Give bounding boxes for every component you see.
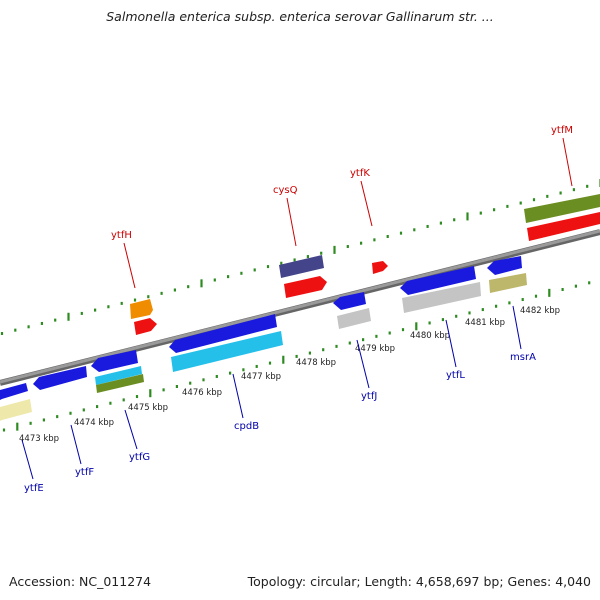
gene-feature-grey: [402, 282, 481, 313]
gene-label-cysQ[interactable]: cysQ: [273, 185, 298, 196]
gene-feature-ytfK[interactable]: [372, 261, 388, 274]
ruler-labels: 4473 kbp 4474 kbp 4475 kbp 4476 kbp 4477 kbp…: [19, 306, 560, 444]
gene-leader-line: [123, 242, 136, 289]
gene-leader-line: [286, 197, 297, 247]
gene-feature-msrA[interactable]: [487, 256, 522, 275]
gene-label-ytfG[interactable]: ytfG: [129, 452, 150, 463]
gene-label-ytfH[interactable]: ytfH: [111, 230, 132, 241]
gene-leader-line: [360, 180, 373, 227]
gene-feature-ytfJ[interactable]: [333, 292, 366, 310]
ruler-label: 4482 kbp: [520, 306, 560, 316]
gene-feature-ytfH-orange: [130, 299, 153, 319]
gene-feature-ytfL[interactable]: [400, 266, 476, 295]
gene-labels: ytfH cysQ ytfK ytfM ytfE ytfF ytfG cpdB ytfJ ytfL…: [21, 125, 573, 494]
gene-leader-line: [70, 424, 82, 465]
gene-feature-ytfM-olive: [524, 194, 600, 223]
gene-leader-line: [21, 439, 34, 480]
gene-label-ytfM[interactable]: ytfM: [551, 125, 573, 136]
accession-label: Accession: NC_011274: [9, 574, 152, 589]
gene-feature-khaki: [489, 273, 527, 293]
gene-leader-line: [562, 137, 573, 187]
gene-feature-cysQ-navy: [279, 255, 324, 278]
genome-summary: Topology: circular; Length: 4,658,697 bp…: [247, 574, 591, 589]
gene-label-ytfK[interactable]: ytfK: [350, 168, 370, 179]
gene-feature-paleyellow: [0, 399, 32, 421]
ruler-label: 4481 kbp: [465, 318, 505, 328]
gene-label-msrA[interactable]: msrA: [510, 352, 536, 363]
gene-label-ytfJ[interactable]: ytfJ: [361, 391, 377, 402]
gene-feature-ytfF[interactable]: [33, 366, 87, 390]
gene-feature-cysQ[interactable]: [284, 276, 327, 298]
lower-tick-ruler: [2, 281, 591, 432]
ruler-label: 4473 kbp: [19, 434, 59, 444]
ruler-label: 4480 kbp: [410, 331, 450, 341]
gene-label-ytfF[interactable]: ytfF: [75, 467, 94, 478]
ruler-label: 4479 kbp: [355, 344, 395, 354]
gene-label-ytfL[interactable]: ytfL: [446, 370, 465, 381]
gene-features: [0, 194, 600, 421]
gene-feature-olive-small: [96, 374, 144, 393]
ruler-label: 4476 kbp: [182, 388, 222, 398]
ruler-label: 4474 kbp: [74, 418, 114, 428]
gene-leader-line: [445, 319, 457, 368]
ruler-label: 4477 kbp: [241, 372, 281, 382]
gene-feature-cyan: [171, 331, 283, 372]
gene-leader-line: [512, 305, 522, 350]
map-title: Salmonella enterica subsp. enterica sero…: [106, 9, 494, 24]
ruler-label: 4475 kbp: [128, 403, 168, 413]
gene-feature-cyan-small: [95, 366, 142, 385]
gene-leader-line: [124, 409, 138, 450]
gene-feature-ytfH[interactable]: [134, 318, 157, 335]
upper-tick-ruler: [0, 178, 600, 335]
ruler-label: 4478 kbp: [296, 358, 336, 368]
gene-label-cpdB[interactable]: cpdB: [234, 421, 259, 432]
gene-feature-cpdB[interactable]: [169, 314, 277, 353]
gene-feature-ytfG[interactable]: [91, 350, 138, 372]
gene-feature-ytfE-upper[interactable]: [0, 383, 28, 400]
gene-label-ytfE[interactable]: ytfE: [24, 483, 44, 494]
gene-feature-ytfM[interactable]: [527, 212, 600, 241]
gene-leader-line: [232, 373, 244, 419]
gene-feature-grey-small: [337, 308, 371, 329]
gene-leader-line: [356, 339, 370, 389]
